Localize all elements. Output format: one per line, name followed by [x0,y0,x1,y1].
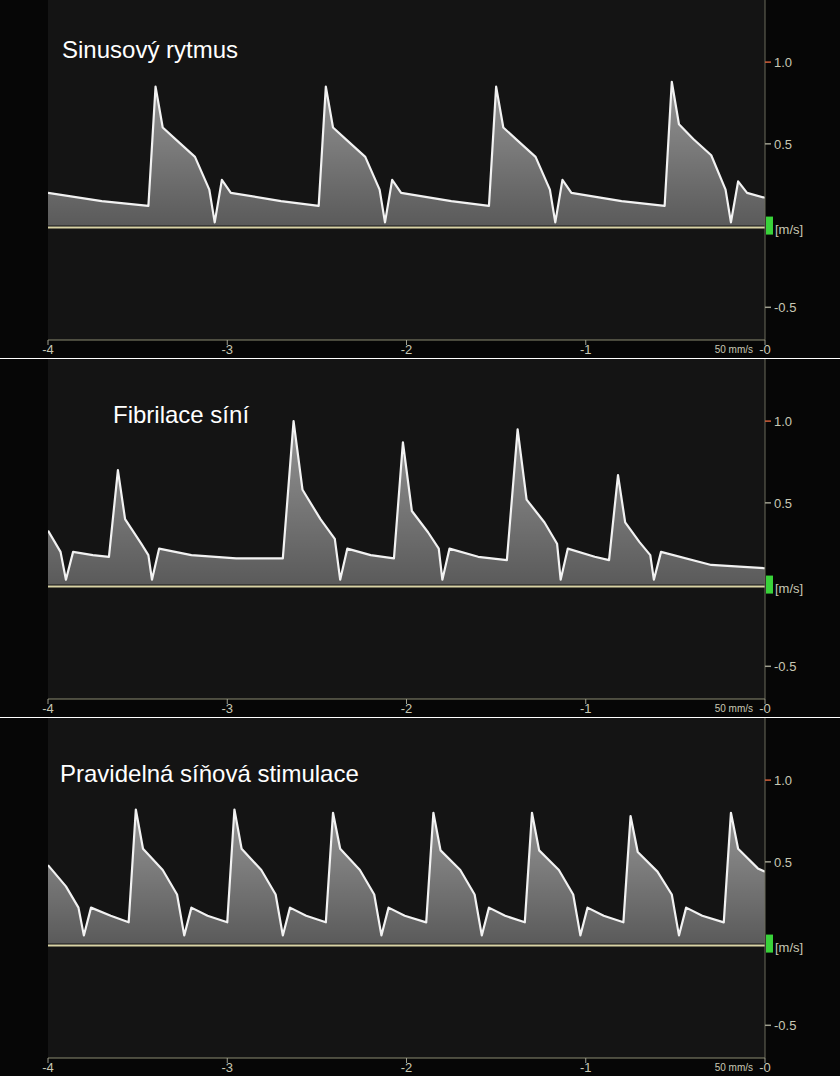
y-tick-label: 1.0 [774,414,792,429]
y-tick-label: -0.5 [774,300,796,315]
baseline [48,227,765,229]
x-tick-label: -2 [401,1060,413,1075]
sweep-speed: 50 mm/s [715,344,753,355]
y-tick-label: 1.0 [774,55,792,70]
spectrum-area [48,421,765,584]
y-tick [765,143,771,145]
y-tick [765,307,771,309]
y-axis-label: [m/s] [775,581,803,596]
y-tick [765,61,771,63]
baseline [48,586,765,588]
panel-background [0,359,840,717]
x-tick-label: -1 [580,701,592,716]
y-tick-label: 0.5 [774,496,792,511]
data-group [48,82,765,226]
y-tick [765,861,771,863]
x-tick-label: -3 [221,342,233,357]
data-group [48,810,765,944]
y-axis-line [765,718,766,1058]
zero-marker [766,217,773,235]
panel-title: Fibrilace síní [113,401,249,428]
y-axis-line [765,0,766,340]
spectrum-area [48,82,765,226]
panel: -0.5 0.5 1.0 [m/s] -4 -3 -2 -1 -0 50 mm/s Sinusový… [0,0,840,358]
x-tick-label: -4 [42,1060,54,1075]
x-tick-label: -2 [401,342,413,357]
y-tick-label: -0.5 [774,659,796,674]
y-tick [765,420,771,422]
y-tick-label: 1.0 [774,773,792,788]
x-tick-label: -1 [580,342,592,357]
x-tick-label: -0 [759,1060,771,1075]
y-tick [765,779,771,781]
panel-title: Pravidelná síňová stimulace [60,760,359,787]
panel-title: Sinusový rytmus [62,36,238,63]
panel-background [0,718,840,1076]
plot-background [48,359,765,699]
y-axis-label: [m/s] [775,940,803,955]
plot-background [48,0,765,340]
y-tick [765,1025,771,1027]
x-tick-label: -3 [221,701,233,716]
y-axis-label: [m/s] [775,222,803,237]
sweep-speed: 50 mm/s [715,1062,753,1073]
x-tick-label: -0 [759,342,771,357]
velocity-envelope [48,421,765,580]
y-tick [765,666,771,668]
plot-background [48,718,765,1058]
x-tick-label: -4 [42,342,54,357]
velocity-envelope [48,810,765,936]
zero-marker [766,576,773,594]
data-group [48,421,765,584]
zero-marker [766,935,773,953]
y-tick [765,502,771,504]
velocity-envelope [48,82,765,223]
y-axis-line [765,359,766,699]
sweep-speed: 50 mm/s [715,703,753,714]
y-tick-label: 0.5 [774,855,792,870]
x-tick-label: -4 [42,701,54,716]
y-tick-label: 0.5 [774,137,792,152]
x-tick-label: -1 [580,1060,592,1075]
x-tick-label: -0 [759,701,771,716]
panel-background [0,0,840,358]
panel: -0.5 0.5 1.0 [m/s] -4 -3 -2 -1 -0 50 mm/s Fibrilac… [0,359,840,717]
x-tick-label: -2 [401,701,413,716]
figure: -0.5 0.5 1.0 [m/s] -4 -3 -2 -1 -0 50 mm/s Sinusový… [0,0,840,1076]
x-tick-label: -3 [221,1060,233,1075]
spectrum-area [48,810,765,944]
panel: -0.5 0.5 1.0 [m/s] -4 -3 -2 -1 -0 50 mm/s Pravidel… [0,718,840,1076]
baseline [48,945,765,947]
y-tick-label: -0.5 [774,1018,796,1033]
